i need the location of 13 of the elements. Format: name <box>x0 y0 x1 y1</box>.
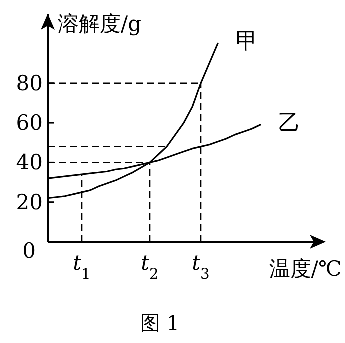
y-tick-label: 0 <box>22 239 36 263</box>
x-tick-label: t$_{1}$ <box>73 251 91 282</box>
x-axis-title: 温度/℃ <box>269 257 342 281</box>
y-tick-label: 80 <box>16 71 43 96</box>
y-tick-label: 40 <box>16 150 43 175</box>
x-tick-label: t$_{2}$ <box>141 251 159 282</box>
y-tick-label: 60 <box>16 111 43 136</box>
x-tick-label: t$_{3}$ <box>192 251 210 282</box>
y-tick-label: 20 <box>16 190 43 214</box>
series-label: 甲 <box>236 30 258 55</box>
y-axis-title: 溶解度/g <box>58 12 142 36</box>
caption: 图 1 <box>140 311 180 335</box>
series-label: 乙 <box>278 111 300 136</box>
